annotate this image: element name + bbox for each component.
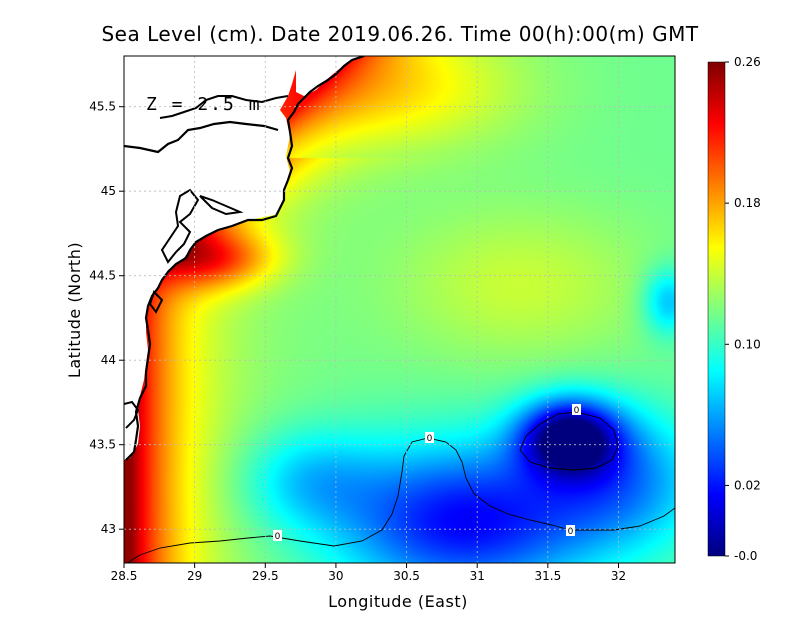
coastline-lake bbox=[160, 188, 200, 264]
coastline-small bbox=[148, 290, 164, 314]
colorbar-tick-label: 0.18 bbox=[734, 196, 761, 210]
coastline-lake-3 bbox=[124, 400, 140, 429]
x-tick-label: 30.5 bbox=[393, 569, 420, 583]
y-tick-label: 44.5 bbox=[89, 269, 116, 283]
land-mask bbox=[124, 56, 296, 460]
colorbar-ticks: 0.26 0.18 0.10 0.02 -0.0 bbox=[725, 55, 761, 563]
x-axis-title: Longitude (East) bbox=[328, 592, 468, 611]
y-axis-title: Latitude (North) bbox=[65, 242, 84, 378]
x-tick-label: 29.5 bbox=[252, 569, 279, 583]
coastline-lake-2 bbox=[199, 195, 244, 216]
contour-label: 0 bbox=[425, 432, 434, 444]
svg-text:0: 0 bbox=[568, 527, 574, 537]
colorbar-tick-label: 0.02 bbox=[734, 478, 761, 492]
map-title: Sea Level (cm). Date 2019.06.26. Time 00… bbox=[101, 22, 698, 46]
plot-frame bbox=[123, 55, 676, 564]
coastline-lagoon-2 bbox=[159, 95, 289, 119]
colorbar-tick-label: -0.0 bbox=[734, 549, 757, 563]
zero-contour-eddy bbox=[519, 411, 619, 471]
x-tick-label: 30 bbox=[328, 569, 343, 583]
contour-label: 0 bbox=[566, 525, 575, 537]
y-tick-label: 45 bbox=[101, 184, 116, 198]
colorbar-gradient bbox=[707, 61, 726, 557]
svg-text:0: 0 bbox=[427, 434, 433, 444]
grid-lines bbox=[124, 56, 675, 563]
y-tick-label: 43 bbox=[101, 522, 116, 536]
coastline-lagoon bbox=[124, 120, 279, 154]
colorbar-tick-label: 0.10 bbox=[734, 337, 761, 351]
coastline bbox=[125, 56, 365, 461]
contour-label: 0 bbox=[273, 530, 282, 542]
depth-label: Z = 2.5 m bbox=[146, 94, 262, 115]
plot-area: 0 0 0 0 bbox=[124, 56, 675, 563]
svg-text:0: 0 bbox=[275, 532, 281, 542]
x-tick-label: 32 bbox=[611, 569, 626, 583]
contour-label: 0 bbox=[572, 404, 581, 416]
y-tick-label: 43.5 bbox=[89, 438, 116, 452]
x-axis: 28.5 29 29.5 30 30.5 31 31.5 32 bbox=[111, 563, 626, 583]
x-tick-label: 28.5 bbox=[111, 569, 138, 583]
y-tick-label: 44 bbox=[101, 353, 116, 367]
svg-text:0: 0 bbox=[574, 406, 580, 416]
colorbar: 0.26 0.18 0.10 0.02 -0.0 bbox=[707, 55, 761, 563]
y-tick-label: 45.5 bbox=[89, 100, 116, 114]
y-axis: 43 43.5 44 44.5 45 45.5 bbox=[89, 100, 124, 536]
colorbar-tick-label: 0.26 bbox=[734, 55, 761, 69]
x-tick-label: 29 bbox=[187, 569, 202, 583]
x-tick-label: 31 bbox=[470, 569, 485, 583]
x-tick-label: 31.5 bbox=[534, 569, 561, 583]
